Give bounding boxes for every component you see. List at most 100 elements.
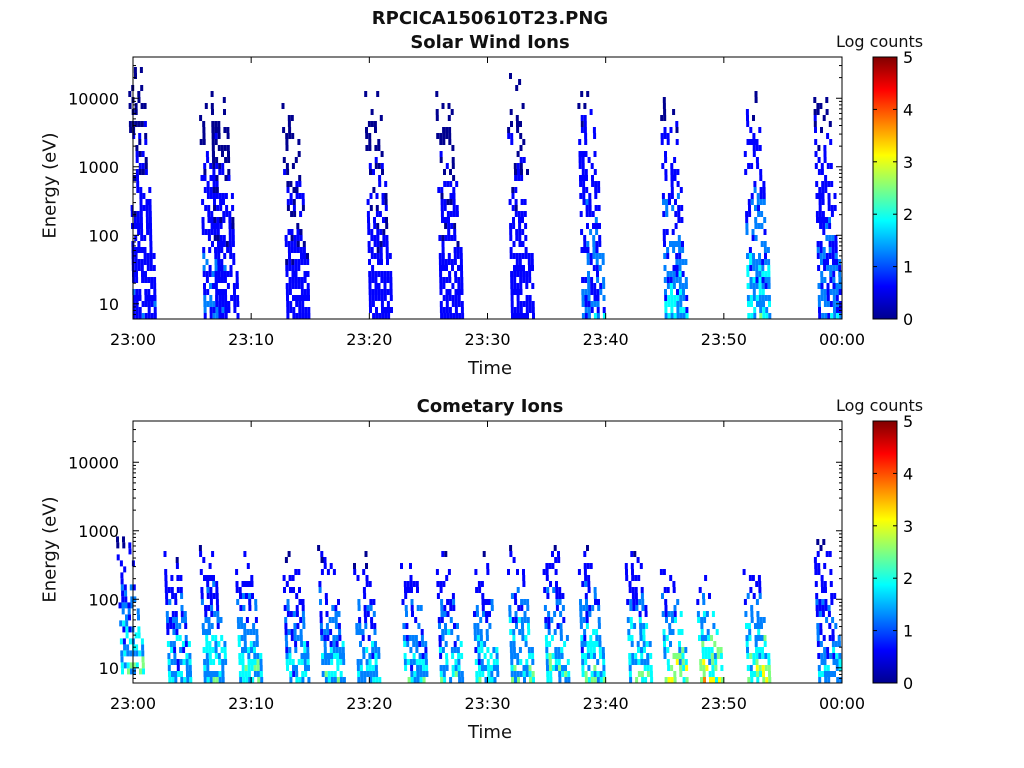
spectrogram-cell (382, 217, 385, 223)
spectrogram-cell (585, 187, 589, 193)
x-tick-label: 23:30 (464, 330, 510, 349)
spectrogram-cell (581, 581, 585, 587)
spectrogram-cell (682, 677, 686, 683)
spectrogram-cell (301, 671, 305, 677)
spectrogram-cell (285, 653, 289, 659)
spectrogram-cell (286, 205, 290, 211)
spectrogram-cell (178, 623, 182, 629)
spectrogram-cell (823, 301, 827, 307)
spectrogram-cell (768, 671, 771, 677)
spectrogram-cell (135, 277, 139, 283)
spectrogram-cell (252, 641, 256, 647)
spectrogram-cell (130, 596, 134, 603)
spectrogram-cell (828, 217, 831, 223)
spectrogram-cell (531, 659, 535, 665)
spectrogram-cell (816, 539, 820, 545)
spectrogram-cell (750, 163, 754, 169)
spectrogram-cell (514, 205, 518, 211)
spectrogram-cell (222, 217, 226, 223)
spectrogram-cell (512, 641, 516, 647)
spectrogram-cell (389, 277, 393, 283)
spectrogram-cell (481, 671, 485, 677)
spectrogram-cell (386, 301, 390, 307)
spectrogram-cell (215, 671, 219, 677)
spectrogram-cell (209, 301, 213, 307)
spectrogram-cell (822, 539, 826, 545)
spectrogram-cell (368, 659, 372, 665)
x-tick-label: 23:00 (110, 694, 156, 713)
spectrogram-cell (438, 259, 442, 265)
spectrogram-cell (409, 647, 413, 653)
spectrogram-cell (516, 127, 520, 133)
spectrogram-cell (380, 289, 384, 295)
spectrogram-cell (746, 253, 749, 259)
spectrogram-cell (368, 653, 372, 659)
spectrogram-cell (586, 259, 590, 265)
spectrogram-cell (286, 313, 290, 319)
spectrogram-cell (819, 247, 823, 253)
spectrogram-cell (219, 241, 223, 247)
spectrogram-cell (586, 545, 589, 551)
spectrogram-cell (823, 653, 827, 659)
spectrogram-cell (301, 205, 305, 211)
spectrogram-cell (756, 611, 760, 617)
spectrogram-cell (752, 659, 756, 665)
spectrogram-cell (474, 659, 478, 665)
spectrogram-cell (383, 295, 387, 301)
spectrogram-cell (284, 617, 288, 623)
spectrogram-cell (216, 623, 220, 629)
spectrogram-cell (680, 217, 684, 223)
spectrogram-cell (496, 671, 500, 677)
spectrogram-cell (296, 223, 300, 229)
spectrogram-cell (545, 575, 549, 581)
spectrogram-cell (629, 617, 633, 623)
spectrogram-cell (485, 611, 488, 617)
spectrogram-cell (530, 259, 534, 265)
spectrogram-cell (205, 629, 208, 635)
spectrogram-cell (446, 599, 450, 605)
spectrogram-cell (368, 259, 371, 265)
spectrogram-cell (444, 259, 448, 265)
spectrogram-cell (547, 617, 551, 623)
spectrogram-cell (148, 187, 152, 193)
spectrogram-cell (589, 647, 593, 653)
spectrogram-cell (303, 289, 307, 295)
spectrogram-cell (337, 599, 340, 605)
spectrogram-cell (753, 181, 757, 187)
spectrogram-cell (120, 650, 124, 657)
spectrogram-cell (483, 641, 487, 647)
colorbar-tick-label: 5 (903, 412, 913, 431)
spectrogram-cell (581, 289, 585, 295)
spectrogram-cell (214, 265, 218, 271)
spectrogram-cell (522, 581, 526, 587)
spectrogram-cell (825, 97, 829, 103)
spectrogram-cell (211, 127, 215, 133)
spectrogram-cell (555, 665, 558, 671)
spectrogram-cell (209, 283, 212, 289)
spectrogram-cell (207, 605, 211, 611)
spectrogram-cell (442, 307, 446, 313)
spectrogram-cell (661, 193, 665, 199)
spectrogram-cell (377, 647, 381, 653)
spectrogram-cell (412, 581, 416, 587)
spectrogram-cell (746, 647, 749, 653)
spectrogram-cell (565, 635, 569, 641)
spectrogram-cell (630, 641, 634, 647)
spectrogram-cell (219, 223, 223, 229)
spectrogram-cell (232, 253, 236, 259)
spectrogram-cell (139, 217, 143, 223)
spectrogram-cell (443, 205, 447, 211)
spectrogram-cell (203, 665, 207, 671)
spectrogram-cell (171, 593, 175, 599)
spectrogram-cell (142, 193, 146, 199)
spectrogram-cell (218, 295, 222, 301)
spectrogram-cell (165, 593, 169, 599)
spectrogram-cell (510, 277, 514, 283)
spectrogram-cell (341, 647, 345, 653)
spectrogram-cell (133, 67, 137, 73)
spectrogram-cell (580, 635, 584, 641)
spectrogram-cell (518, 79, 522, 85)
spectrogram-cell (439, 157, 443, 163)
spectrogram-cell (532, 313, 535, 319)
spectrogram-cell (386, 277, 390, 283)
